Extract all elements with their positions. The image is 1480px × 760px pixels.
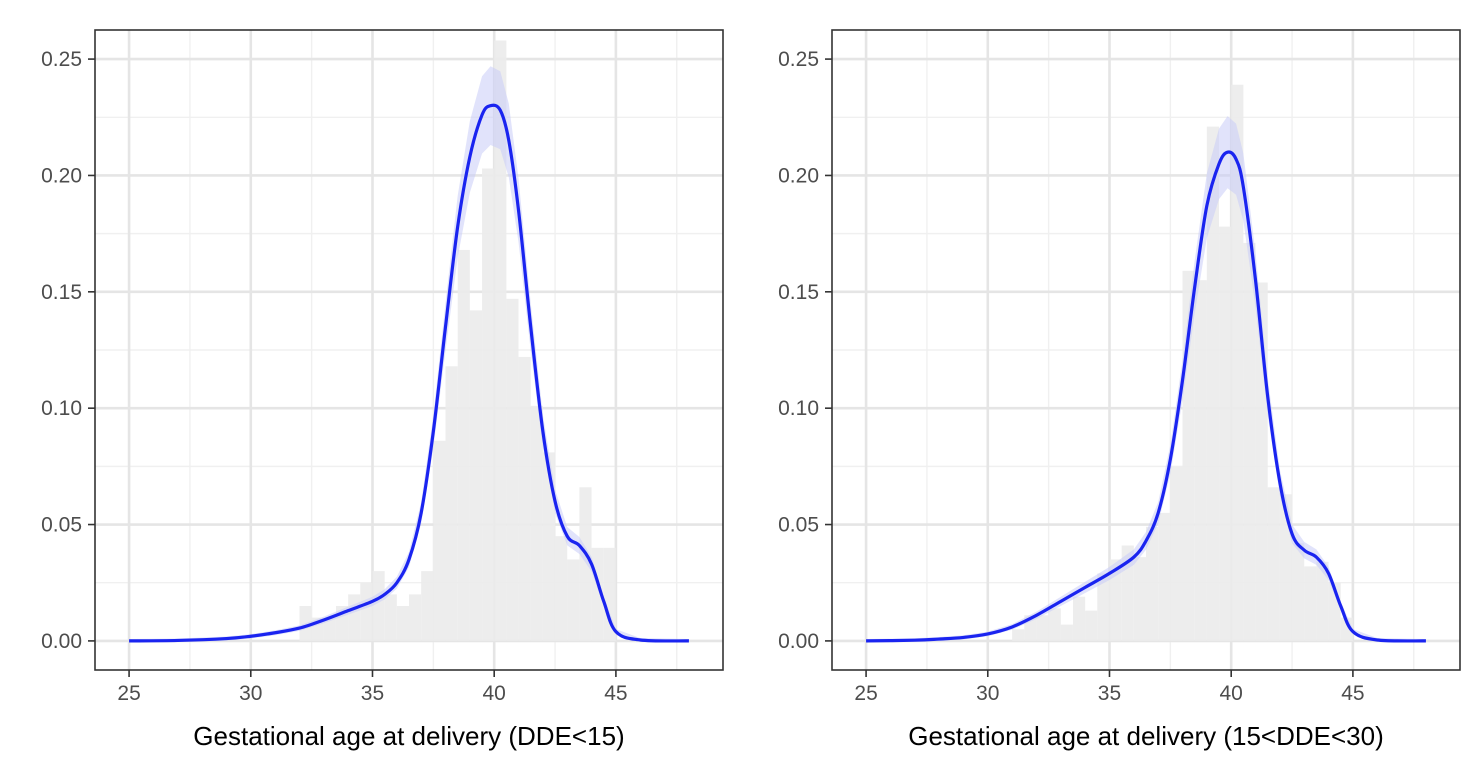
- x-tick-label: 40: [483, 682, 506, 705]
- histogram-bar: [1158, 512, 1171, 641]
- histogram-bar: [348, 594, 361, 641]
- histogram-bar: [482, 168, 495, 641]
- histogram-bar: [1060, 624, 1073, 641]
- histogram-bar: [1133, 557, 1146, 641]
- histogram-bar: [1109, 559, 1122, 641]
- x-tick-label: 30: [976, 682, 999, 705]
- histogram-bar: [1243, 242, 1256, 641]
- histogram-bar: [1170, 466, 1183, 641]
- histogram-bar: [360, 582, 373, 641]
- y-tick-label: 0.15: [778, 281, 819, 304]
- histogram-bar: [506, 298, 519, 641]
- histogram-bar: [1194, 280, 1207, 641]
- y-tick-label: 0.20: [41, 164, 82, 187]
- x-tick-label: 30: [239, 682, 262, 705]
- histogram-bar: [1267, 487, 1280, 641]
- histogram-bar: [1072, 596, 1086, 641]
- x-axis-title: Gestational age at delivery (DDE<15): [193, 721, 624, 751]
- y-tick-label: 0.05: [41, 514, 82, 537]
- histogram-bar: [1048, 608, 1061, 641]
- histogram-bar: [555, 536, 568, 641]
- histogram-bar: [469, 310, 483, 641]
- histogram-bar: [494, 40, 507, 641]
- histogram-bar: [396, 606, 409, 641]
- panel-dde-lt-15: 25 30 35 40 45 0.00 0.05 0.10 0.15 0.20 0.25 Gestat…: [41, 29, 724, 751]
- histogram-bar: [1036, 615, 1049, 641]
- x-tick-label: 40: [1220, 682, 1243, 705]
- y-tick-label: 0.05: [778, 514, 819, 537]
- y-tick-label: 0.00: [778, 630, 819, 653]
- histogram-bar: [1304, 566, 1317, 641]
- density-line: [129, 103, 689, 643]
- panel-border: [831, 29, 1461, 671]
- x-tick-label: 35: [1098, 682, 1121, 705]
- histogram-bar: [518, 356, 531, 641]
- x-tick-label: 35: [361, 682, 384, 705]
- x-tick-label: 25: [117, 682, 140, 705]
- histogram-bar: [542, 452, 556, 641]
- histogram-bar: [1316, 561, 1329, 641]
- x-axis-title: Gestational age at delivery (15<DDE<30): [908, 721, 1384, 751]
- y-tick-label: 0.10: [41, 397, 82, 420]
- histogram-bar: [1219, 226, 1232, 641]
- histogram-bar: [421, 571, 434, 641]
- histogram-bar: [372, 571, 385, 641]
- histogram-bar: [1206, 126, 1220, 641]
- histogram-bar: [1012, 629, 1025, 641]
- panel-dde-15-30: 25 30 35 40 45 0.00 0.05 0.10 0.15 0.20 0.25 Gestat…: [778, 29, 1461, 751]
- histogram-bar: [1146, 526, 1159, 641]
- y-tick-label: 0.20: [778, 164, 819, 187]
- histogram-bar: [445, 366, 458, 641]
- histogram-bar: [1231, 84, 1244, 641]
- histogram-bar: [1085, 610, 1098, 641]
- histogram-bar: [384, 594, 397, 641]
- y-tick-label: 0.25: [778, 48, 819, 71]
- histogram-bar: [530, 405, 543, 641]
- histogram-bar: [603, 547, 616, 641]
- histogram-bar: [567, 559, 580, 641]
- x-tick-label: 25: [854, 682, 877, 705]
- x-tick-label: 45: [604, 682, 627, 705]
- panel-border: [94, 29, 724, 671]
- density-line: [866, 150, 1426, 643]
- histogram-bar: [409, 594, 422, 641]
- y-tick-label: 0.10: [778, 397, 819, 420]
- histogram-bar: [433, 440, 446, 641]
- histogram-bar: [1292, 543, 1305, 641]
- histogram-bar: [579, 487, 592, 641]
- x-tick-label: 45: [1341, 682, 1364, 705]
- y-tick-label: 0.00: [41, 630, 82, 653]
- histogram-bar: [323, 617, 336, 641]
- y-tick-label: 0.15: [41, 281, 82, 304]
- histogram-bar: [457, 249, 470, 641]
- histogram-bar: [1097, 573, 1110, 641]
- y-tick-label: 0.25: [41, 48, 82, 71]
